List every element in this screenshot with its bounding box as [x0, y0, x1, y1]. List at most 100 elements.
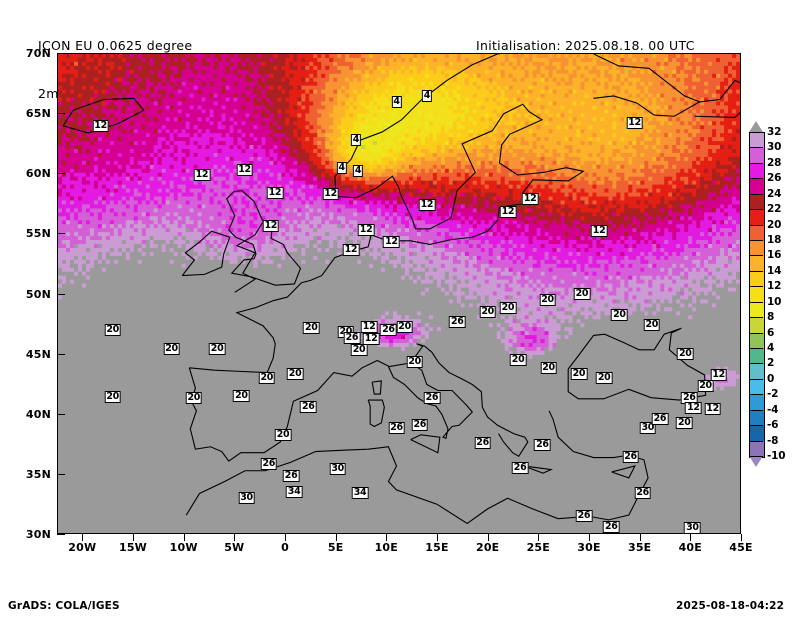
- x-axis-label: 40E: [673, 541, 707, 554]
- x-axis-label: 30E: [572, 541, 606, 554]
- contour-label: 26: [622, 451, 639, 463]
- colorbar-tick: [749, 209, 763, 211]
- colorbar-tick: [749, 440, 763, 442]
- colorbar-value-label: -8: [767, 435, 778, 446]
- initialisation-time: Initialisation: 2025.08.18. 00 UTC: [476, 38, 695, 54]
- colorbar-tick: [749, 132, 763, 133]
- contour-label: 12: [92, 120, 109, 133]
- x-axis-label: 5W: [217, 541, 251, 554]
- x-tick: [133, 534, 134, 541]
- contour-label: 20: [396, 321, 413, 334]
- contour-label: 26: [380, 323, 397, 336]
- contour-label: 12: [685, 401, 702, 414]
- y-tick: [57, 293, 65, 295]
- colorbar-tick: [749, 378, 763, 380]
- colorbar-band: [749, 256, 765, 272]
- colorbar-value-label: 2: [767, 358, 774, 369]
- colorbar-value-label: 26: [767, 173, 781, 184]
- grads-credit: GrADS: COLA/IGES: [8, 600, 120, 612]
- colorbar-tick: [749, 193, 763, 195]
- colorbar-value-label: -6: [767, 420, 778, 431]
- contour-label: 12: [418, 198, 436, 211]
- colorbar-band: [749, 395, 765, 411]
- x-tick: [234, 534, 236, 541]
- colorbar-tick: [749, 162, 763, 164]
- contour-label: 20: [233, 389, 250, 402]
- colorbar-value-label: -4: [767, 404, 778, 415]
- colorbar-value-label: -10: [767, 451, 786, 462]
- y-tick: [57, 473, 65, 475]
- contour-label: 26: [423, 392, 441, 405]
- y-axis-label: 50N: [17, 288, 51, 301]
- contour-label: 12: [322, 187, 339, 200]
- y-axis-label: 70N: [17, 47, 51, 60]
- contour-label: 20: [258, 371, 276, 384]
- contour-label: 26: [474, 436, 491, 449]
- colorbar-band: [749, 179, 765, 195]
- contour-label: 26: [299, 400, 317, 413]
- colorbar-band: [749, 426, 765, 442]
- y-tick: [57, 534, 65, 535]
- colorbar-value-label: -2: [767, 389, 778, 400]
- x-tick: [335, 534, 337, 541]
- temperature-colorbar[interactable]: [749, 132, 765, 458]
- contour-label: 20: [643, 318, 661, 331]
- y-axis-label: 60N: [17, 167, 51, 180]
- contour-label: 12: [626, 116, 643, 129]
- y-axis-label: 65N: [17, 107, 51, 120]
- contour-label: 20: [274, 429, 292, 442]
- colorbar-value-label: 18: [767, 235, 781, 246]
- contour-label: 26: [448, 316, 466, 329]
- x-axis-label: 20E: [471, 541, 505, 554]
- colorbar-tick: [749, 363, 763, 365]
- contour-label: 20: [406, 356, 423, 368]
- model-title-line1: ICON EU 0.0625 degree: [38, 38, 192, 54]
- contour-label: 4: [391, 96, 402, 109]
- contour-label: 20: [286, 368, 304, 381]
- colorbar-band: [749, 194, 765, 211]
- contour-label: 12: [357, 223, 375, 236]
- x-axis-label: 15W: [116, 541, 150, 554]
- contour-label: 20: [479, 305, 496, 318]
- contour-label: 12: [499, 205, 517, 218]
- contour-label: 4: [352, 164, 364, 177]
- colorbar-value-label: 32: [767, 127, 781, 138]
- colorbar-value-label: 10: [767, 296, 781, 307]
- colorbar-tick: [749, 425, 763, 427]
- contour-label: 20: [675, 417, 693, 430]
- x-axis-label: 35E: [623, 541, 657, 554]
- contour-label: 12: [236, 163, 253, 176]
- temperature-map-plot[interactable]: [57, 53, 741, 534]
- contour-label: 12: [521, 192, 539, 205]
- contour-label: 20: [104, 390, 121, 403]
- contour-label: 12: [362, 333, 380, 346]
- y-tick: [57, 113, 65, 115]
- contour-label: 34: [351, 487, 369, 500]
- colorbar-band: [749, 132, 765, 149]
- y-tick: [57, 53, 65, 54]
- contour-label: 12: [262, 220, 280, 233]
- contour-label: 26: [282, 470, 300, 483]
- colorbar-tick: [749, 286, 763, 288]
- x-tick: [589, 534, 590, 541]
- render-timestamp: 2025-08-18-04:22: [676, 600, 784, 612]
- contour-label: 20: [676, 347, 694, 360]
- contour-label: 26: [511, 461, 529, 474]
- contour-label: 12: [383, 235, 400, 248]
- contour-label: 20: [509, 353, 527, 366]
- contour-label: 30: [238, 491, 255, 504]
- contour-label: 20: [163, 342, 180, 355]
- x-tick: [285, 534, 286, 541]
- colorbar-tick: [749, 178, 763, 180]
- x-tick: [437, 534, 438, 541]
- y-axis-label: 35N: [17, 468, 51, 481]
- colorbar-tick: [749, 317, 763, 319]
- contour-label: 26: [634, 487, 651, 500]
- contour-label: 4: [421, 90, 433, 103]
- contour-label: 20: [697, 380, 714, 393]
- colorbar-value-label: 22: [767, 204, 781, 215]
- contour-label: 20: [540, 362, 557, 375]
- contour-label: 20: [208, 342, 226, 355]
- colorbar-value-label: 8: [767, 312, 774, 323]
- contour-label: 20: [611, 309, 628, 322]
